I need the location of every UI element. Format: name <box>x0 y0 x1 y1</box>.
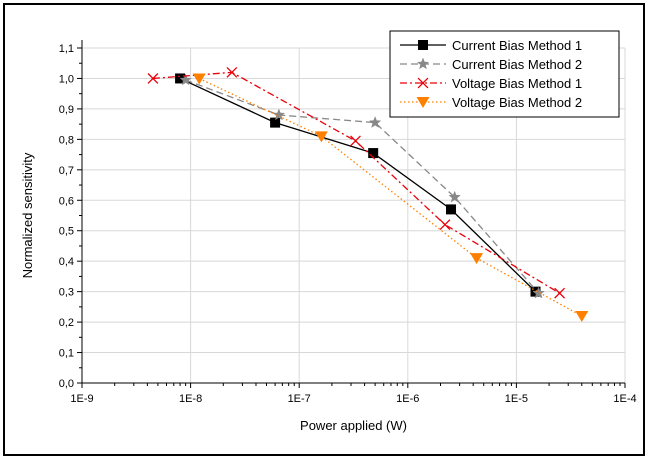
series-line <box>185 79 540 294</box>
legend-marker <box>416 57 430 70</box>
y-tick-label: 0,7 <box>59 165 74 177</box>
data-point <box>446 204 457 215</box>
legend-label: Voltage Bias Method 2 <box>452 95 582 110</box>
data-point <box>575 311 589 323</box>
legend: Current Bias Method 1 Current Bias Method… <box>389 30 620 118</box>
legend-item: Voltage Bias Method 2 <box>400 95 582 110</box>
legend-item: Current Bias Method 1 <box>400 38 582 53</box>
legend-label: Voltage Bias Method 1 <box>452 76 582 91</box>
y-axis-title: Normalized sensitivity <box>20 152 35 278</box>
y-tick-label: 0,5 <box>59 226 74 238</box>
x-tick-label: 1E-9 <box>70 393 93 405</box>
data-point <box>448 190 461 203</box>
data-point <box>272 108 286 121</box>
data-point <box>368 148 379 159</box>
y-tick-label: 0,4 <box>59 256 74 268</box>
data-point <box>314 131 328 143</box>
data-point <box>147 73 159 84</box>
tick-marks: 0,0 0,1 0,2 0,3 0,4 0,5 0,6 0,7 0,8 0,9 1,0 1,1 1E-9… <box>59 43 637 405</box>
data-point <box>226 66 238 78</box>
marker-stroke <box>417 77 429 89</box>
x-tick-label: 1E-8 <box>179 393 202 405</box>
marker-stroke <box>226 66 238 78</box>
series-2 <box>179 73 545 299</box>
legend-marker <box>417 77 429 89</box>
y-tick-label: 0,0 <box>59 378 74 390</box>
x-tick-label: 1E-6 <box>396 393 419 405</box>
series-line <box>198 77 583 317</box>
axes <box>81 40 625 384</box>
marker-stroke <box>147 73 159 84</box>
data-point <box>270 117 281 128</box>
x-tick-label: 1E-7 <box>288 393 311 405</box>
legend-label: Current Bias Method 2 <box>452 57 582 72</box>
y-tick-label: 1,0 <box>59 73 74 85</box>
series-4 <box>192 73 589 323</box>
y-tick-label: 0,1 <box>59 348 74 360</box>
legend-item: Voltage Bias Method 1 <box>400 76 582 91</box>
y-tick-label: 1,1 <box>59 43 74 55</box>
y-tick-label: 0,8 <box>59 134 74 146</box>
data-point <box>179 73 192 86</box>
data-point <box>532 286 545 299</box>
marker-stroke <box>554 287 566 299</box>
x-tick-label: 1E-4 <box>613 393 636 405</box>
series-3 <box>147 66 566 299</box>
marker-stroke <box>439 219 451 231</box>
y-tick-label: 0,9 <box>59 104 74 116</box>
legend-item: Current Bias Method 2 <box>400 57 582 72</box>
y-tick-label: 0,2 <box>59 317 74 329</box>
y-tick-label: 0,3 <box>59 287 74 299</box>
x-axis-title: Power applied (W) <box>300 418 407 433</box>
series-layer <box>147 66 589 323</box>
data-point <box>554 287 566 299</box>
x-tick-label: 1E-5 <box>505 393 528 405</box>
data-point <box>368 116 382 128</box>
legend-label: Current Bias Method 1 <box>452 38 582 53</box>
legend-marker <box>418 40 428 50</box>
data-point <box>192 73 206 85</box>
y-tick-label: 0,6 <box>59 195 74 207</box>
marker-stroke <box>350 135 361 147</box>
data-point <box>350 135 361 147</box>
data-point <box>439 219 451 231</box>
legend-marker <box>416 97 430 109</box>
data-point <box>470 253 484 265</box>
